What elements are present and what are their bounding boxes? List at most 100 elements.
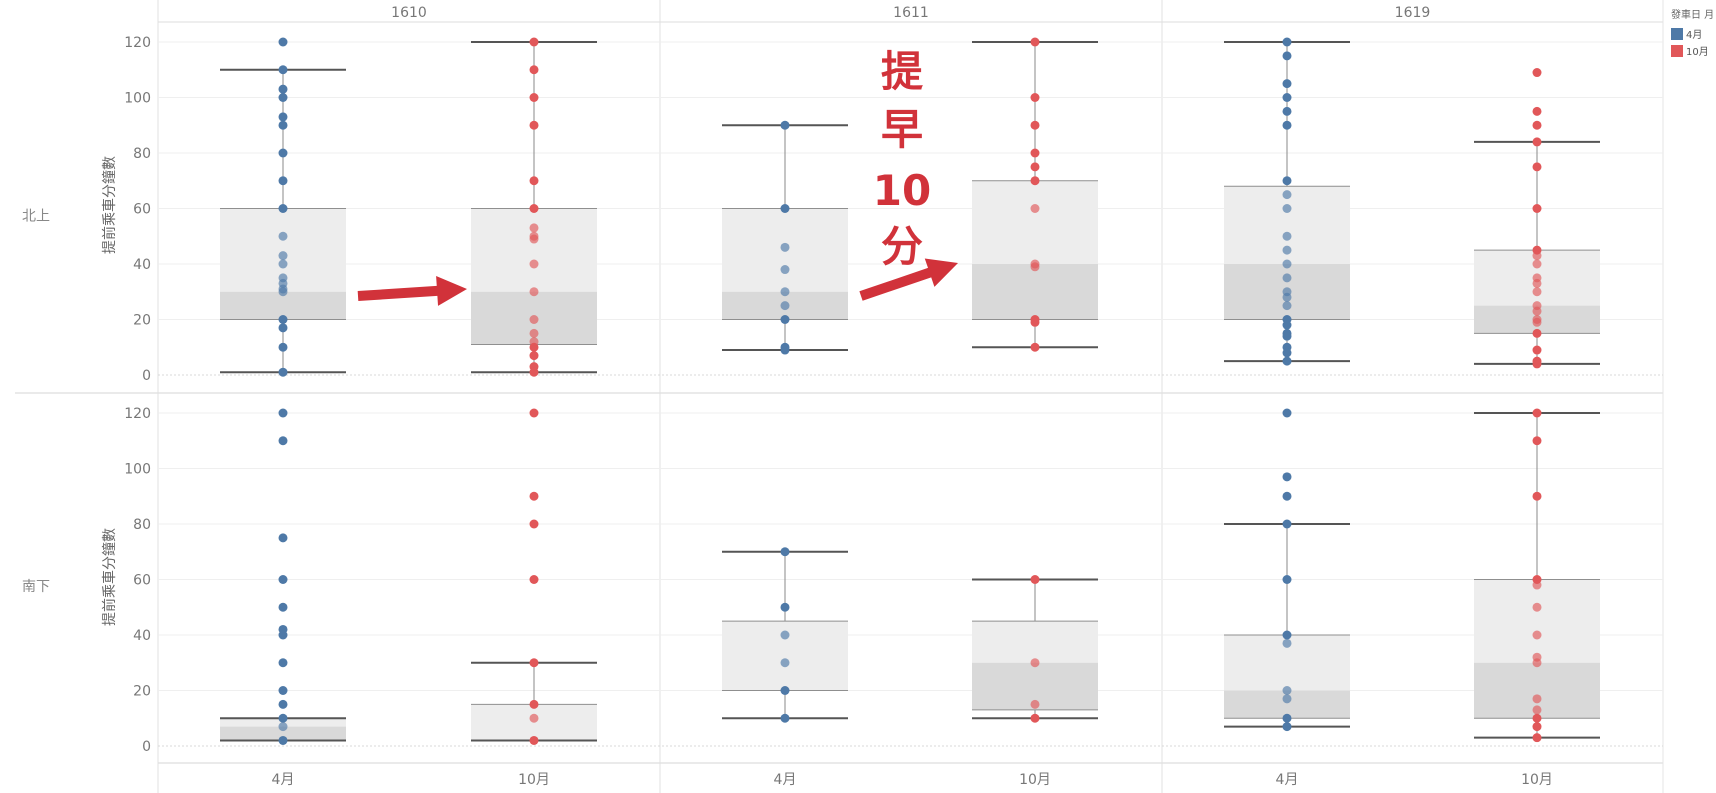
data-point — [278, 204, 288, 213]
legend-item-april[interactable]: 4月 — [1671, 25, 1716, 42]
data-point — [529, 223, 539, 233]
data-point — [1532, 359, 1542, 369]
data-point — [1532, 68, 1542, 78]
data-point — [278, 176, 288, 186]
data-point — [529, 287, 539, 297]
data-point — [1282, 120, 1292, 130]
y-tick-label: 0 — [142, 739, 151, 755]
data-point — [1030, 37, 1040, 47]
data-point — [780, 686, 790, 695]
data-point — [1532, 287, 1542, 297]
y-axis-title: 提前乘車分鐘數 — [101, 528, 118, 626]
data-point — [1282, 273, 1292, 283]
data-point — [1030, 148, 1040, 158]
data-point — [278, 251, 288, 261]
data-point — [1030, 162, 1040, 172]
data-point — [529, 735, 539, 745]
data-point — [1282, 259, 1292, 269]
data-point — [529, 408, 539, 418]
annotation-text: 提 — [881, 47, 923, 96]
data-point — [529, 315, 539, 324]
y-axis-title: 提前乘車分鐘數 — [101, 156, 118, 254]
row-header: 北上 — [22, 209, 50, 225]
legend-swatch-october — [1671, 44, 1683, 57]
data-point — [529, 65, 539, 75]
data-point — [780, 602, 790, 612]
data-point — [278, 259, 288, 269]
y-tick-label: 40 — [133, 628, 151, 644]
column-header: 1619 — [1395, 5, 1431, 21]
y-tick-label: 100 — [124, 91, 151, 107]
data-point — [529, 37, 539, 47]
data-point — [1532, 306, 1542, 316]
data-point — [529, 575, 539, 584]
data-point — [529, 328, 539, 338]
data-point — [278, 722, 288, 732]
data-point — [278, 735, 288, 745]
data-point — [1282, 37, 1292, 47]
data-point — [1532, 705, 1542, 715]
data-point — [1282, 231, 1292, 241]
data-point — [1532, 713, 1542, 723]
data-point — [1282, 190, 1292, 200]
data-point — [1030, 204, 1040, 213]
data-point — [1030, 93, 1040, 102]
data-point — [1532, 580, 1542, 590]
data-point — [529, 367, 539, 377]
data-point — [780, 713, 790, 723]
data-point — [1030, 713, 1040, 723]
data-point — [780, 204, 790, 213]
data-point — [1030, 699, 1040, 709]
legend-item-october[interactable]: 10月 — [1671, 42, 1716, 59]
x-tick-label: 4月 — [1276, 772, 1299, 788]
y-tick-label: 120 — [124, 406, 151, 422]
legend-swatch-april — [1671, 27, 1683, 40]
data-point — [278, 367, 288, 377]
box-lower — [972, 264, 1098, 320]
data-point — [278, 315, 288, 324]
data-point — [278, 408, 288, 418]
data-point — [1282, 713, 1292, 723]
data-point — [780, 287, 790, 297]
y-tick-label: 0 — [142, 368, 151, 384]
data-point — [780, 630, 790, 640]
legend-label-april: 4月 — [1686, 30, 1703, 41]
data-point — [780, 658, 790, 668]
box-upper — [471, 208, 597, 292]
y-tick-label: 40 — [133, 257, 151, 273]
data-point — [780, 301, 790, 311]
data-point — [278, 323, 288, 333]
data-point — [1282, 575, 1292, 584]
x-tick-label: 10月 — [1019, 772, 1051, 788]
data-point — [780, 547, 790, 557]
data-point — [278, 231, 288, 241]
data-point — [278, 630, 288, 640]
data-point — [1282, 472, 1292, 482]
data-point — [1532, 658, 1542, 668]
data-point — [1030, 120, 1040, 130]
legend-title: 發車日 月 — [1671, 10, 1715, 21]
data-point — [1532, 436, 1542, 446]
data-point — [278, 533, 288, 543]
data-point — [1282, 356, 1292, 366]
data-point — [529, 176, 539, 186]
data-point — [529, 699, 539, 709]
data-point — [1532, 345, 1542, 355]
annotation-arrow — [357, 275, 467, 306]
data-point — [1282, 331, 1292, 341]
data-point — [278, 436, 288, 446]
column-header: 1610 — [391, 5, 427, 21]
y-tick-label: 60 — [133, 573, 151, 589]
data-point — [278, 65, 288, 75]
data-point — [278, 699, 288, 709]
legend-label-october: 10月 — [1686, 47, 1709, 58]
box-lower — [220, 726, 346, 741]
data-point — [1282, 348, 1292, 358]
data-point — [1282, 694, 1292, 704]
data-point — [278, 112, 288, 122]
data-point — [278, 148, 288, 158]
data-point — [1282, 519, 1292, 529]
x-tick-label: 4月 — [774, 772, 797, 788]
data-point — [278, 602, 288, 612]
data-point — [1532, 259, 1542, 269]
